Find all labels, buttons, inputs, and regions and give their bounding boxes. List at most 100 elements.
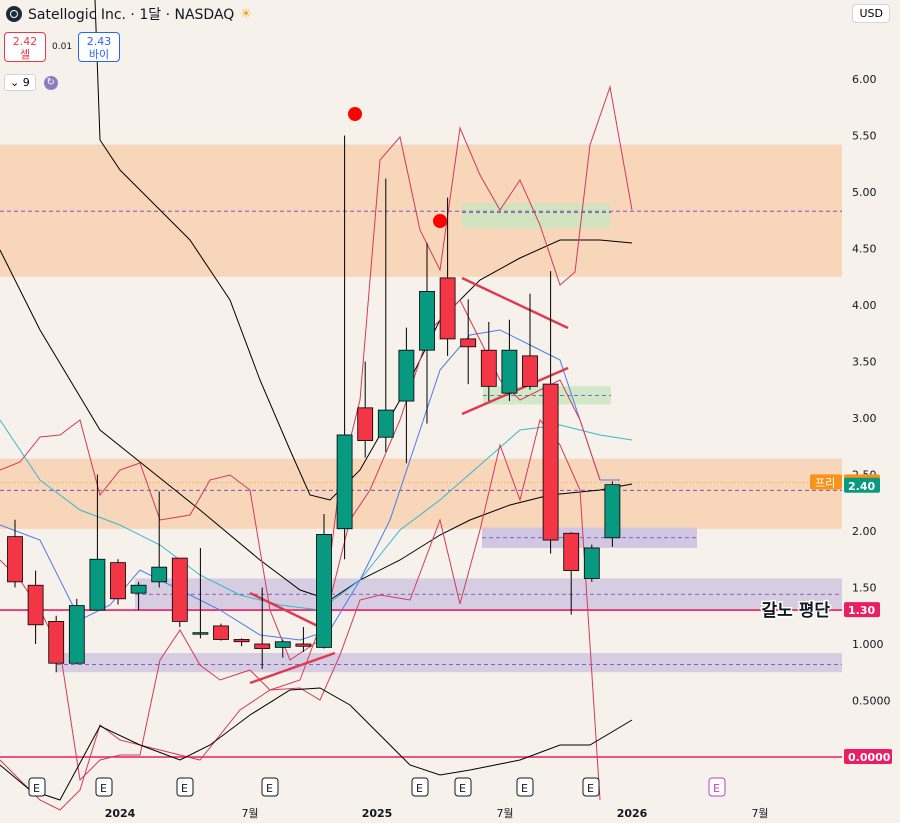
pre-market-tag-bg xyxy=(810,474,842,490)
earnings-event-icon xyxy=(454,777,472,797)
avg-price-annotation: 갈노 평단 xyxy=(762,601,831,621)
sell-price: 2.42 xyxy=(12,35,38,48)
candle-body xyxy=(171,557,188,622)
price-tag-label: 2.40 xyxy=(848,480,875,493)
price-tag-label: 0.0000 xyxy=(848,751,891,764)
candle-body xyxy=(68,605,85,664)
symbol-title[interactable]: Satellogic Inc. · 1달 · NASDAQ xyxy=(28,7,235,23)
x-tick-label: 7월 xyxy=(496,807,513,820)
candle-body xyxy=(419,291,435,351)
candle-body xyxy=(501,349,518,394)
y-tick-label: 5.00 xyxy=(852,186,877,199)
trend-line xyxy=(461,276,569,330)
earnings-event-label: E xyxy=(416,782,423,795)
currency-button[interactable]: USD xyxy=(852,4,890,23)
earnings-event-icon xyxy=(411,777,429,797)
y-tick-label: 3.00 xyxy=(852,412,877,425)
candle-body xyxy=(130,584,147,594)
candle-body xyxy=(7,536,23,583)
y-tick-label: 4.50 xyxy=(852,243,877,256)
moving-average-long xyxy=(0,249,633,601)
candle-body xyxy=(89,558,106,611)
company-logo-icon xyxy=(6,6,22,22)
earnings-event-label: E xyxy=(521,782,528,795)
chart-header: Satellogic Inc. · 1달 · NASDAQ ☀ xyxy=(6,4,252,24)
price-zone xyxy=(0,458,842,529)
candle-body xyxy=(357,407,374,441)
y-tick-label: 5.50 xyxy=(852,130,877,143)
candle-body xyxy=(274,641,291,648)
buy-price: 2.43 xyxy=(86,35,112,48)
candle-body xyxy=(563,532,580,571)
moving-average-mid xyxy=(94,0,633,501)
candle-body xyxy=(439,277,456,340)
candle-body xyxy=(377,409,394,438)
earnings-event-label: E xyxy=(181,782,188,795)
y-tick-label: 1.000 xyxy=(852,638,884,651)
trend-line xyxy=(249,651,336,685)
spread-value: 0.01 xyxy=(52,42,73,52)
earnings-event-icon xyxy=(261,777,279,797)
oscillator-black xyxy=(0,687,633,801)
earnings-event-label: E xyxy=(266,782,273,795)
refresh-icon[interactable]: ↻ xyxy=(43,75,58,90)
candle-body xyxy=(48,621,65,664)
indicator-toggle[interactable]: ⌄ 9 xyxy=(4,74,36,91)
candle-body xyxy=(151,566,168,583)
candle-body xyxy=(336,434,353,530)
earnings-event-icon xyxy=(708,777,726,797)
candle-body xyxy=(110,562,126,600)
candle-body xyxy=(254,643,271,649)
candle-body xyxy=(522,355,538,387)
market-session-icon: ☀ xyxy=(240,6,252,22)
earnings-event-label: E xyxy=(713,782,720,795)
sell-label: 셀 xyxy=(19,48,31,61)
candle-body xyxy=(192,632,209,635)
price-tag-label: 1.30 xyxy=(848,604,875,617)
sell-button[interactable]: 2.42 셀 xyxy=(4,32,46,62)
y-tick-label: 3.50 xyxy=(852,356,877,369)
candle-body xyxy=(233,639,250,643)
bid-ask-panel: 2.42 셀 0.01 2.43 바이 xyxy=(4,32,121,62)
earnings-event-icon xyxy=(95,777,113,797)
earnings-event-label: E xyxy=(459,782,466,795)
price-zone xyxy=(0,144,842,277)
candle-body xyxy=(213,625,229,640)
signal-dot xyxy=(348,107,362,121)
buy-label: 바이 xyxy=(88,48,110,61)
y-tick-label: 2.00 xyxy=(852,525,877,538)
earnings-event-icon xyxy=(582,777,600,797)
candle-body xyxy=(583,547,600,579)
candle-body xyxy=(398,349,415,402)
oscillator-red xyxy=(0,418,601,811)
candle-body xyxy=(316,533,332,648)
pre-market-tag-label: 프리 xyxy=(815,476,835,489)
earnings-event-icon xyxy=(516,777,534,797)
price-zone xyxy=(57,653,842,673)
y-tick-label: 1.50 xyxy=(852,582,877,595)
y-tick-label: 4.00 xyxy=(852,299,877,312)
earnings-event-icon xyxy=(176,777,194,797)
buy-button[interactable]: 2.43 바이 xyxy=(78,32,121,62)
price-tag-bg xyxy=(844,477,880,493)
earnings-event-label: E xyxy=(33,782,40,795)
candle-body xyxy=(604,484,621,539)
candle-body xyxy=(460,338,477,348)
x-tick-label: 7월 xyxy=(241,807,258,820)
indicator-bar: ⌄ 9 ↻ xyxy=(4,74,58,91)
y-tick-label: 6.00 xyxy=(852,73,877,86)
x-tick-label: 2025 xyxy=(362,807,393,820)
earnings-event-label: E xyxy=(100,782,107,795)
earnings-event-label: E xyxy=(587,782,594,795)
price-tag-bg xyxy=(844,602,880,618)
candle-body xyxy=(27,584,44,626)
earnings-event-icon xyxy=(28,777,46,797)
candle-body xyxy=(480,349,497,387)
x-tick-label: 7월 xyxy=(751,807,768,820)
y-tick-label: 0.5000 xyxy=(852,695,891,708)
x-tick-label: 2024 xyxy=(105,807,136,820)
candle-body xyxy=(295,643,312,647)
candle-body xyxy=(542,383,559,541)
price-tag-bg xyxy=(844,749,892,764)
